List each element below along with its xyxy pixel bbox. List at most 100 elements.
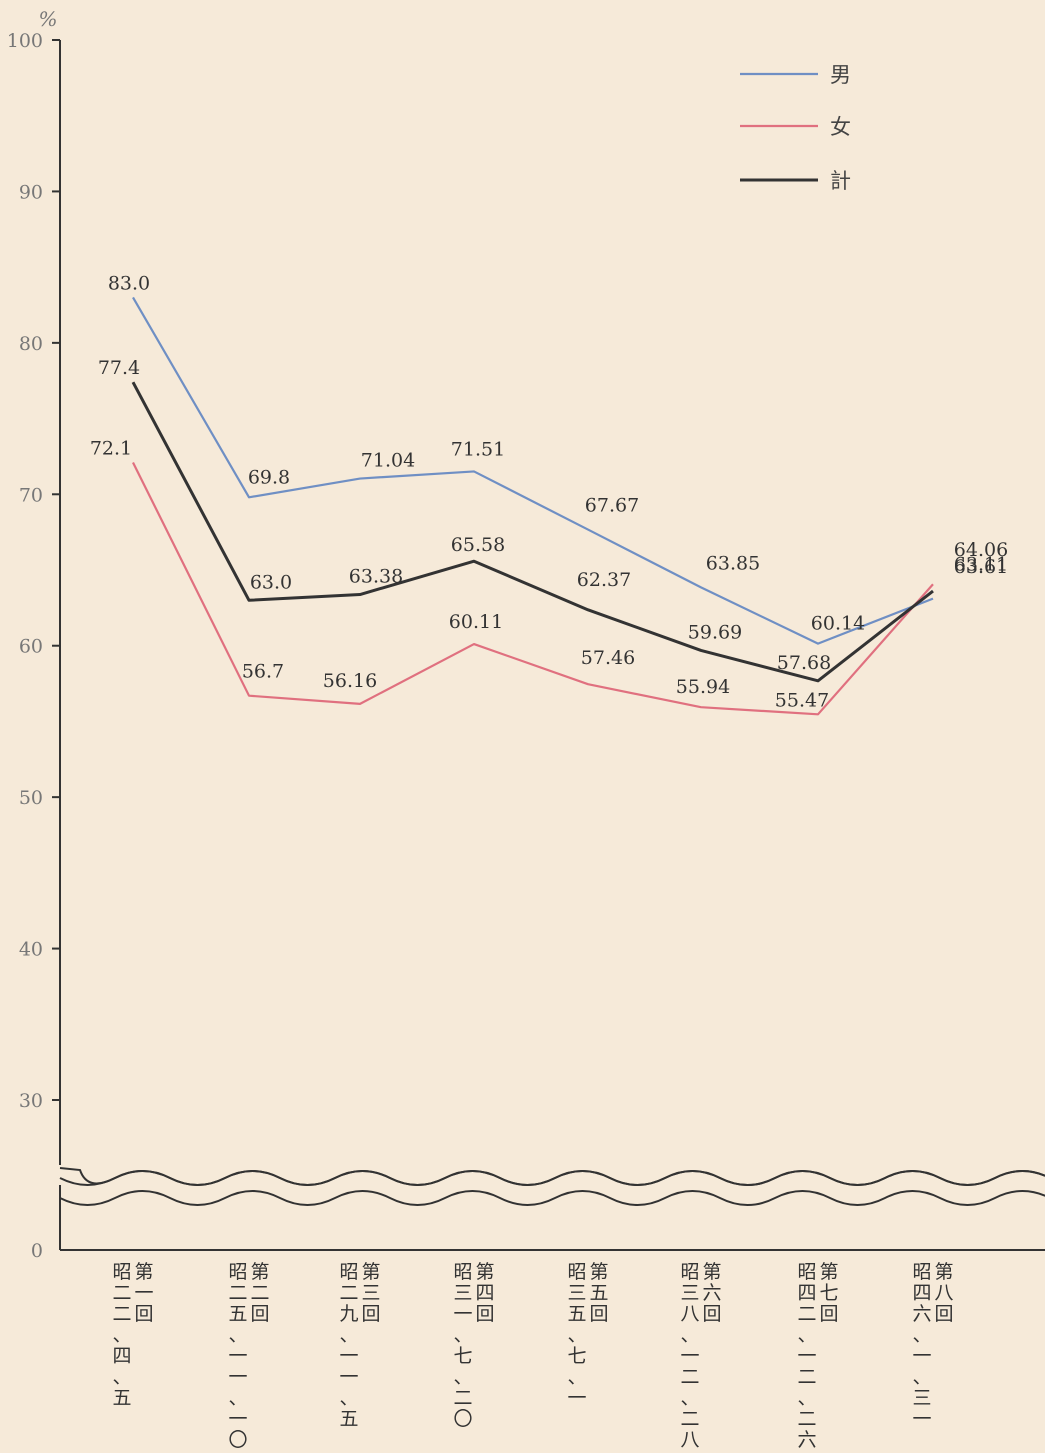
y-tick-label: 0 <box>31 1240 43 1262</box>
x-category-char: 回 <box>475 1303 494 1325</box>
x-category-char: 六 <box>912 1303 931 1325</box>
x-category-char: 四 <box>797 1282 816 1304</box>
x-category-char: 七 <box>453 1345 472 1367</box>
legend: 男女計 <box>740 63 851 193</box>
x-category-char: 三 <box>680 1282 699 1304</box>
data-label-total: 63.61 <box>954 556 1008 578</box>
break-wave-upper <box>59 1170 1045 1186</box>
data-label-female: 55.47 <box>775 689 829 711</box>
x-category-char: 、 <box>453 1366 472 1388</box>
x-category-char: 一 <box>453 1303 472 1325</box>
x-category-char: 昭 <box>453 1261 472 1283</box>
x-category-char: 二 <box>797 1303 816 1325</box>
x-category-char: 昭 <box>112 1261 131 1283</box>
x-category-char: 第 <box>475 1261 494 1283</box>
y-tick-label: 60 <box>19 636 43 658</box>
x-category-char: 、 <box>228 1324 247 1346</box>
x-category-char: 昭 <box>567 1261 586 1283</box>
x-category-char: 一 <box>797 1345 816 1367</box>
x-category-char: 八 <box>680 1303 699 1325</box>
data-label-female: 72.1 <box>90 437 132 459</box>
x-category-label: 昭三一、七、二〇 第四回 <box>453 1261 494 1430</box>
data-label-total: 59.69 <box>688 621 742 643</box>
x-category-char: 〇 <box>228 1429 247 1451</box>
x-category-char: 一 <box>912 1408 931 1430</box>
x-category-char: 八 <box>934 1282 953 1304</box>
x-category-char: 、 <box>339 1324 358 1346</box>
x-category-char: 一 <box>680 1345 699 1367</box>
x-category-char: 二 <box>112 1303 131 1325</box>
x-category-char: 五 <box>567 1303 586 1325</box>
x-category-char: 第 <box>819 1261 838 1283</box>
data-label-female: 64.06 <box>954 539 1008 561</box>
x-category-char: 九 <box>339 1303 358 1325</box>
data-label-total: 63.38 <box>349 566 403 588</box>
x-category-char: 一 <box>228 1366 247 1388</box>
x-category-char: 一 <box>228 1408 247 1430</box>
x-category-char: 七 <box>567 1345 586 1367</box>
x-category-char: 二 <box>680 1408 699 1430</box>
series-line-total <box>131 381 934 683</box>
break-wave-lower <box>59 1190 1045 1206</box>
x-category-label: 昭三五、七、一 第五回 <box>567 1261 608 1409</box>
x-category-char: 一 <box>912 1345 931 1367</box>
data-label-female: 55.94 <box>676 676 730 698</box>
y-tick-label: 90 <box>19 181 43 203</box>
x-category-char: 二 <box>228 1282 247 1304</box>
x-category-char: 四 <box>112 1345 131 1367</box>
x-category-char: 回 <box>589 1303 608 1325</box>
x-category-char: 、 <box>912 1366 931 1388</box>
y-tick-label: 70 <box>19 484 43 506</box>
x-category-char: 一 <box>567 1387 586 1409</box>
series-line-female <box>132 461 934 716</box>
x-axis-categories: 昭二二、四、五第一回昭二五、一一、一〇第二回昭二九、一一、五第三回昭三一、七、二… <box>112 1261 953 1451</box>
x-category-char: 昭 <box>912 1261 931 1283</box>
break-line-upper <box>59 1167 1045 1186</box>
x-category-char: 六 <box>702 1282 721 1304</box>
data-label-female: 57.46 <box>581 647 635 669</box>
data-label-male: 71.51 <box>451 438 505 460</box>
y-tick-label: 50 <box>19 787 43 809</box>
data-label-total: 63.0 <box>250 571 292 593</box>
x-category-char: 第 <box>361 1261 380 1283</box>
data-label-total: 65.58 <box>451 534 505 556</box>
x-category-char: 、 <box>912 1324 931 1346</box>
x-category-char: 六 <box>797 1429 816 1451</box>
x-category-char: 昭 <box>228 1261 247 1283</box>
data-label-male: 71.04 <box>361 450 415 472</box>
data-label-male: 83.0 <box>108 272 150 294</box>
x-category-char: 三 <box>567 1282 586 1304</box>
x-category-char: 一 <box>134 1282 153 1304</box>
x-category-char: 二 <box>339 1282 358 1304</box>
x-category-char: 回 <box>134 1303 153 1325</box>
y-axis: 0 30 40 50 60 70 80 90 100% <box>7 7 1045 1262</box>
series-line-male <box>132 296 934 645</box>
x-category-char: 七 <box>819 1282 838 1304</box>
x-category-char: 第 <box>934 1261 953 1283</box>
x-category-char: 、 <box>797 1387 816 1409</box>
x-category-char: 五 <box>339 1408 358 1430</box>
x-category-char: 第 <box>134 1261 153 1283</box>
x-category-char: 、 <box>112 1324 131 1346</box>
x-category-char: 四 <box>475 1282 494 1304</box>
x-category-char: 五 <box>589 1282 608 1304</box>
x-category-char: 三 <box>912 1387 931 1409</box>
data-label-male: 60.14 <box>811 613 865 635</box>
x-category-char: 四 <box>912 1282 931 1304</box>
x-category-char: 昭 <box>797 1261 816 1283</box>
y-tick-label: 100 <box>7 30 43 52</box>
x-category-char: 第 <box>589 1261 608 1283</box>
x-category-char: 一 <box>339 1345 358 1367</box>
x-category-char: 、 <box>112 1366 131 1388</box>
x-category-char: 第 <box>702 1261 721 1283</box>
x-category-char: 二 <box>112 1282 131 1304</box>
x-category-char: 回 <box>250 1303 269 1325</box>
y-tick-label: 40 <box>19 939 43 961</box>
x-category-char: 二 <box>250 1282 269 1304</box>
